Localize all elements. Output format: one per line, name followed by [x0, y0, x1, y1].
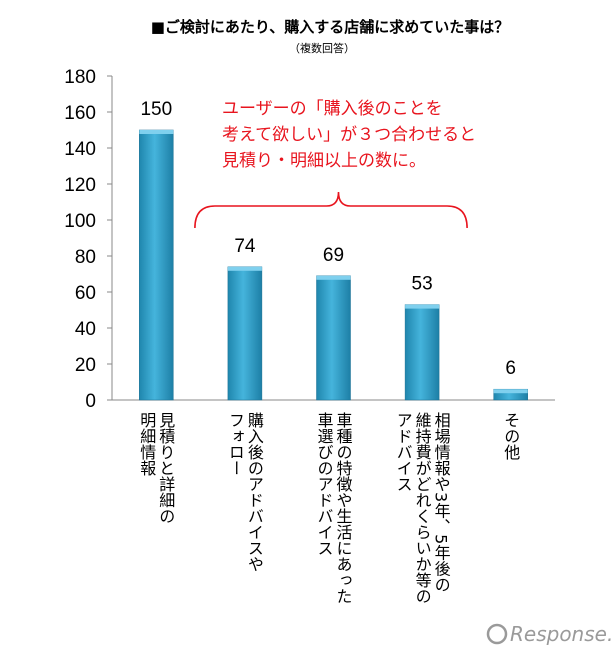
category-label: 車種の特徴や生活にあった [334, 412, 353, 604]
annotation-line: ユーザーの「購入後のことを [222, 99, 443, 119]
chart-title: ■ご検討にあたり、購入する店舗に求めていた事は？ [151, 18, 510, 36]
category-label: その他 [501, 412, 520, 461]
category-label: フォロー [226, 412, 245, 476]
y-tick-label: 40 [75, 319, 96, 340]
category-label: 相場情報や3年、5年後の [432, 412, 451, 592]
data-label: 69 [323, 245, 344, 266]
data-label: 53 [412, 274, 433, 295]
bar-top [493, 389, 528, 394]
bar [139, 129, 174, 401]
annotation-brace [194, 191, 468, 229]
y-tick-label: 180 [64, 67, 96, 88]
watermark-text: Response. [510, 622, 613, 646]
data-label: 150 [140, 99, 172, 120]
category-label: 購入後のアドバイスや [245, 412, 264, 572]
bar [316, 275, 351, 401]
response-logo: Response. [486, 622, 613, 646]
chart-subtitle: （複数回答） [289, 41, 355, 55]
bar [227, 266, 263, 401]
y-tick-label: 60 [75, 283, 96, 304]
y-tick-label: 120 [64, 175, 96, 196]
bar-top [316, 275, 351, 280]
bar-top [227, 266, 262, 271]
bar [404, 304, 440, 401]
annotation-line: 考えて欲しい」が３つ合わせると [222, 125, 476, 145]
y-tick-label: 140 [64, 139, 96, 160]
y-tick-label: 160 [64, 103, 96, 124]
response-logo-icon [486, 623, 508, 645]
y-tick-label: 20 [75, 355, 96, 376]
y-tick-label: 0 [85, 391, 96, 412]
bar-top [139, 130, 174, 134]
y-tick-label: 80 [75, 247, 96, 268]
category-label: 車選びのアドバイス [315, 412, 334, 556]
y-tick-label: 100 [64, 211, 96, 232]
bar-top [405, 304, 440, 309]
bars: 150 74 69 53 6 [139, 99, 528, 401]
y-axis: 0 20 40 60 80 100 120 140 160 180 [64, 67, 555, 412]
data-label: 74 [234, 236, 256, 257]
annotation-line: 見積り・明細以上の数に。 [222, 151, 426, 171]
category-label: アドバイス [394, 412, 413, 492]
category-label: 維持費がどれくらいか等の [413, 412, 432, 604]
category-label: 明細情報 [137, 412, 156, 476]
brace-path [194, 191, 468, 229]
data-label: 6 [505, 358, 516, 379]
category-label: 見積りと詳細の [156, 412, 175, 524]
